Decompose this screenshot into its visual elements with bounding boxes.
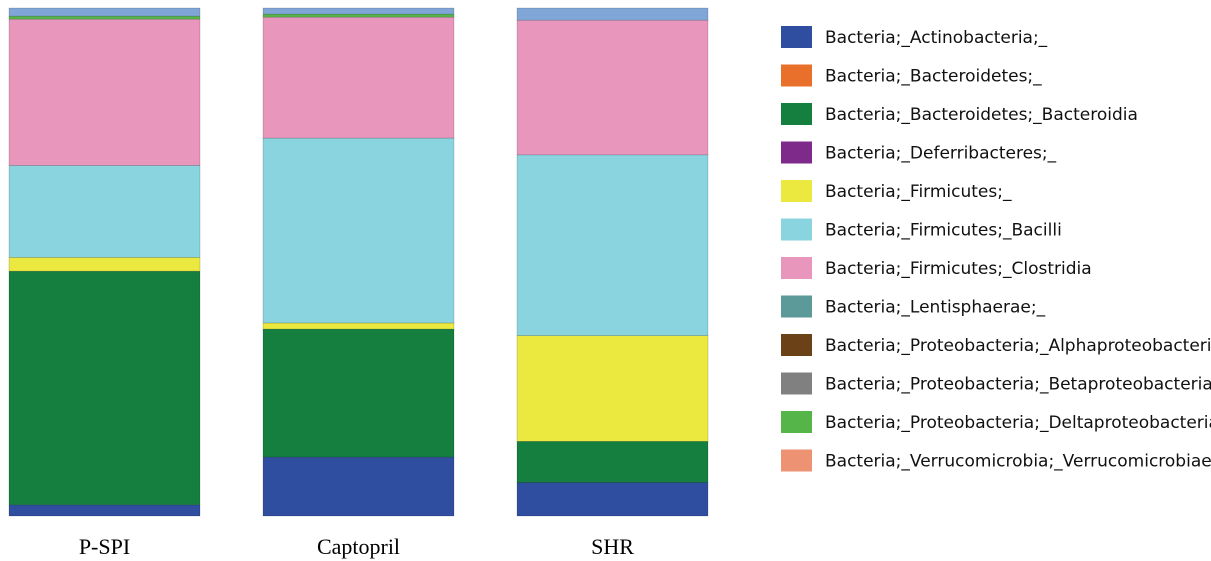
bar-segment-p-spi-0 — [8, 504, 201, 517]
bar-segment-shr-12 — [516, 7, 709, 21]
legend-label-4: Bacteria;_Firmicutes;_ — [825, 182, 1012, 202]
legend: Bacteria;_Actinobacteria;_ Bacteria;_Bact… — [781, 26, 1211, 472]
legend-label-8: Bacteria;_Proteobacteria;_Alphaproteobac… — [825, 336, 1211, 356]
bar-segment-captopril-5 — [262, 137, 455, 324]
legend-label-3: Bacteria;_Deferribacteres;_ — [825, 144, 1057, 164]
bar-segment-captopril-6 — [262, 16, 455, 139]
bar-segment-shr-2 — [516, 441, 709, 483]
legend-label-11: Bacteria;_Verrucomicrobia;_Verrucomicrob… — [825, 452, 1211, 472]
legend-label-10: Bacteria;_Proteobacteria;_Deltaproteobac… — [825, 413, 1211, 433]
legend-label-2: Bacteria;_Bacteroidetes;_Bacteroidia — [825, 105, 1138, 125]
legend-swatch-5 — [781, 218, 812, 241]
legend-swatch-0 — [781, 26, 812, 48]
category-label-shr: SHR — [591, 534, 634, 559]
legend-swatch-9 — [781, 372, 812, 395]
bar-segment-shr-0 — [516, 482, 709, 517]
bar-segment-p-spi-10 — [8, 15, 201, 20]
category-labels: P-SPI Captopril SHR — [79, 534, 634, 559]
legend-label-9: Bacteria;_Proteobacteria;_Betaproteobact… — [825, 375, 1211, 395]
legend-swatch-2 — [781, 103, 812, 125]
bar-segment-p-spi-4 — [8, 257, 201, 272]
legend-label-5: Bacteria;_Firmicutes;_Bacilli — [825, 221, 1062, 241]
legend-swatch-4 — [781, 180, 812, 202]
bar-segment-p-spi-6 — [8, 18, 201, 166]
bar-segment-p-spi-12 — [8, 7, 201, 17]
legend-swatch-7 — [781, 295, 812, 318]
bars-group — [8, 7, 709, 517]
bar-segment-shr-5 — [516, 154, 709, 336]
legend-swatch-1 — [781, 64, 812, 87]
bar-segment-captopril-4 — [262, 322, 455, 330]
legend-swatch-11 — [781, 449, 812, 472]
bar-segment-captopril-10 — [262, 13, 455, 18]
legend-label-1: Bacteria;_Bacteroidetes;_ — [825, 67, 1042, 87]
bar-segment-p-spi-2 — [8, 270, 201, 506]
legend-label-7: Bacteria;_Lentisphaerae;_ — [825, 298, 1046, 318]
legend-swatch-6 — [781, 257, 812, 279]
legend-swatch-10 — [781, 411, 812, 433]
bar-segment-p-spi-5 — [8, 165, 201, 258]
bar-segment-captopril-12 — [262, 7, 455, 15]
legend-swatch-3 — [781, 141, 812, 164]
legend-swatch-8 — [781, 334, 812, 356]
bar-segment-shr-4 — [516, 335, 709, 442]
category-label-captopril: Captopril — [317, 534, 400, 559]
category-label-p-spi: P-SPI — [79, 534, 130, 559]
bar-segment-captopril-0 — [262, 456, 455, 517]
legend-label-0: Bacteria;_Actinobacteria;_ — [825, 28, 1048, 48]
bar-segment-shr-6 — [516, 19, 709, 156]
bar-segment-captopril-2 — [262, 328, 455, 458]
legend-label-6: Bacteria;_Firmicutes;_Clostridia — [825, 259, 1092, 279]
